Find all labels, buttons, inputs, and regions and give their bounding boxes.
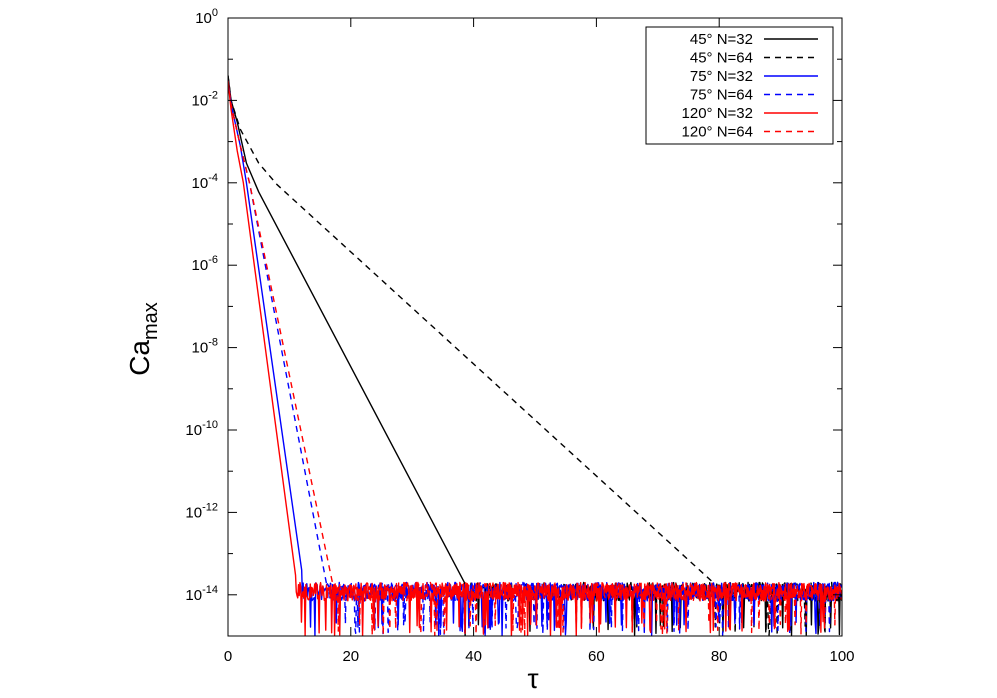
axes-layer: 0 20 40 60 80 100 100 10-2 10-4 10-6 10-8 10-10 10-1…: [185, 7, 854, 665]
y-tick-label: 10-6: [192, 254, 218, 274]
series-layer: [228, 75, 842, 636]
y-tick-label: 10-8: [192, 337, 218, 357]
legend-entry-label: 75° N=64: [690, 87, 753, 104]
y-tick-label: 10-12: [185, 501, 218, 521]
x-tick-label: 80: [711, 648, 728, 665]
y-axis-title-base: Ca: [124, 340, 155, 376]
x-tick-label: 40: [465, 648, 482, 665]
y-tick-label: 10-4: [192, 172, 218, 192]
x-tick-label: 0: [224, 648, 232, 665]
legend-entry-label: 45° N=64: [690, 50, 753, 67]
series-line: [228, 80, 842, 636]
y-tick-label: 10-10: [185, 419, 218, 439]
legend-entry-label: 75° N=32: [690, 68, 753, 85]
y-tick-label: 100: [195, 7, 218, 27]
y-axis-title-group: Camax: [124, 302, 162, 376]
plot-frame: [227, 17, 843, 637]
legend-entry-label: 45° N=32: [690, 31, 753, 48]
y-axis-title-subscript: max: [140, 302, 162, 340]
legend-entry-label: 120° N=32: [682, 105, 753, 122]
legend-box: [645, 26, 834, 145]
x-tick-label: 60: [588, 648, 605, 665]
y-tick-label: 10-14: [185, 584, 218, 604]
legend-entry-label: 120° N=64: [682, 124, 753, 141]
y-axis-title: Camax: [124, 302, 162, 376]
y-tick-label: 10-2: [192, 89, 218, 109]
x-tick-label: 100: [829, 648, 854, 665]
series-line: [228, 80, 842, 636]
x-axis-title: τ: [527, 663, 538, 694]
x-tick-label: 20: [342, 648, 359, 665]
